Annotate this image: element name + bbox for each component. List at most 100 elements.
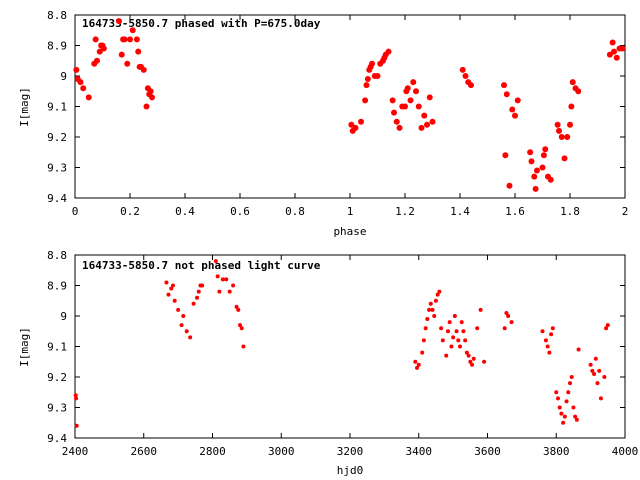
unphased-data-point (456, 338, 461, 343)
phased-data-point (542, 146, 549, 153)
unphased-data-point (449, 344, 454, 349)
unphased-data-point (451, 335, 456, 340)
phased-y-tick-label: 9.1 (47, 101, 67, 114)
phased-data-point (415, 103, 422, 110)
phased-data-point (96, 48, 103, 55)
unphased-data-point (416, 362, 421, 367)
unphased-data-point (540, 329, 545, 334)
phased-data-point (531, 173, 538, 180)
phased-data-point (606, 51, 613, 58)
unphased-data-point (437, 289, 442, 294)
phased-data-point (135, 48, 142, 55)
phased-x-tick-label: 0.8 (285, 205, 305, 218)
phased-data-point (561, 155, 568, 162)
phased-data-point (402, 103, 408, 110)
unphased-data-point (425, 317, 430, 322)
phased-data-point (92, 36, 99, 43)
unphased-data-point (459, 320, 464, 325)
phased-plot-title: 164733-5850.7 phased with P=675.0day (82, 17, 321, 30)
unphased-data-point (592, 371, 597, 376)
phased-data-point (364, 76, 371, 83)
unphased-data-point (458, 344, 462, 349)
phased-data-point (506, 182, 513, 189)
unphased-data-point (502, 326, 507, 331)
unphased-data-point (470, 362, 475, 367)
unphased-y-tick-label: 9.3 (47, 402, 67, 415)
unphased-y-tick-label: 9 (60, 310, 67, 323)
unphased-x-tick-label: 2800 (199, 445, 226, 458)
phased-y-tick-label: 9.4 (47, 192, 67, 205)
unphased-data-point (227, 289, 232, 294)
phased-points (73, 18, 626, 192)
unphased-data-point (550, 326, 555, 331)
unphased-x-axis-label: hjd0 (337, 464, 364, 477)
phased-data-point (514, 97, 521, 104)
unphased-data-point (224, 277, 229, 282)
phased-y-axis-label: I[mag] (18, 87, 31, 127)
phased-data-point (73, 66, 80, 73)
unphased-data-point (444, 353, 449, 358)
phased-data-point (369, 60, 375, 67)
phased-data-point (127, 36, 133, 43)
unphased-data-point (73, 393, 78, 398)
phased-data-point (512, 112, 518, 119)
phased-x-tick-label: 1.8 (560, 205, 580, 218)
unphased-data-point (179, 323, 184, 328)
unphased-data-point (188, 335, 193, 340)
phased-x-tick-label: 0.6 (230, 205, 250, 218)
unphased-data-point (170, 283, 175, 288)
unphased-data-point (435, 292, 440, 297)
unphased-data-point (413, 359, 418, 364)
phased-data-point (149, 94, 155, 101)
phased-data-point (129, 27, 136, 34)
unphased-data-point (236, 307, 241, 312)
unphased-x-tick-label: 3800 (543, 445, 570, 458)
phased-data-point (124, 60, 131, 67)
unphased-data-point (231, 283, 236, 288)
phased-data-point (374, 73, 381, 79)
phased-data-point (385, 48, 392, 55)
unphased-data-point (447, 320, 452, 325)
unphased-y-axis-label: I[mag] (18, 327, 31, 367)
unphased-data-point (239, 326, 244, 331)
phased-data-point (389, 97, 396, 104)
unphased-data-point (564, 399, 569, 404)
unphased-data-point (415, 365, 420, 370)
unphased-ticks: 2400 2600 2800 3000 3200 3400 3600 3800 4000 8.8 8… (47, 249, 638, 458)
phased-data-point (613, 54, 620, 61)
phased-data-point (393, 118, 400, 125)
phased-y-tick-label: 9.2 (47, 131, 67, 144)
unphased-data-point (595, 381, 600, 386)
unphased-data-point (605, 323, 610, 328)
unphased-y-tick-label: 9.1 (47, 341, 67, 354)
phased-data-point (429, 118, 436, 125)
phased-data-point (564, 134, 571, 140)
phased-x-tick-label: 0.2 (120, 205, 140, 218)
unphased-data-point (593, 356, 598, 361)
unphased-plot: 164733-5850.7 not phased light curve hjd… (18, 249, 638, 477)
phased-plot: 164733-5850.7 phased with P=675.0day pha… (18, 9, 628, 238)
unphased-data-point (217, 289, 222, 294)
unphased-data-point (475, 326, 480, 331)
phased-data-point (502, 152, 509, 159)
phased-data-point (569, 79, 576, 86)
phased-x-tick-label: 0 (72, 205, 79, 218)
phased-data-point (468, 82, 474, 89)
phased-data-point (609, 39, 616, 46)
unphased-points (73, 259, 610, 428)
unphased-data-point (574, 417, 579, 422)
unphased-data-point (454, 329, 459, 334)
unphased-data-point (590, 368, 595, 373)
phased-x-tick-label: 0.4 (175, 205, 195, 218)
unphased-data-point (568, 381, 572, 386)
unphased-data-point (166, 292, 171, 297)
unphased-data-point (557, 405, 562, 410)
unphased-x-tick-label: 4000 (612, 445, 639, 458)
phased-data-point (558, 134, 565, 140)
unphased-data-point (561, 420, 566, 425)
phased-data-point (619, 45, 626, 52)
phased-data-point (352, 124, 359, 131)
phased-data-point (358, 118, 364, 125)
phased-data-point (118, 51, 125, 58)
unphased-data-point (164, 280, 169, 285)
